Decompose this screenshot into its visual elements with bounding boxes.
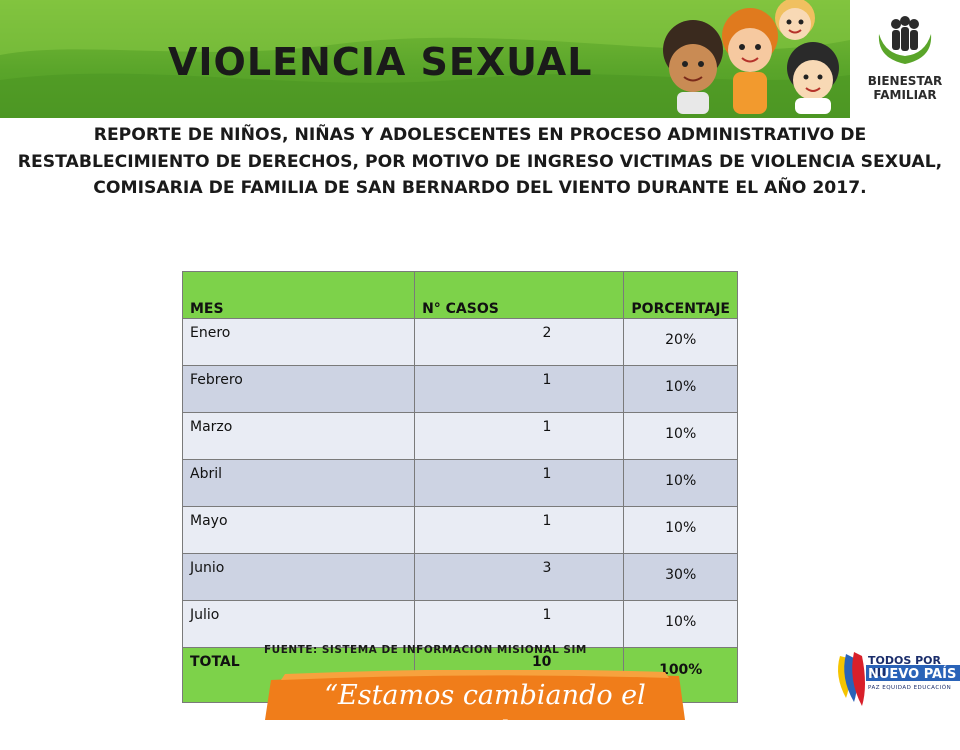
cell-percent: 10% xyxy=(623,459,738,507)
table-row: Julio 1 10% xyxy=(181,600,738,648)
table-row: Mayo 1 10% xyxy=(181,506,738,554)
cell-percent: 10% xyxy=(623,365,738,413)
bienestar-logo: BIENESTAR FAMILIAR xyxy=(850,0,960,118)
cases-table: MES N° CASOS PORCENTAJE Enero 2 20% Febr… xyxy=(181,271,738,703)
children-illustration xyxy=(663,0,839,114)
cell-month: Enero xyxy=(181,318,416,366)
slogan-text: “Estamos cambiando el mundo” xyxy=(324,680,646,747)
cell-percent: 10% xyxy=(623,506,738,554)
header-waves xyxy=(0,0,850,118)
cell-cases: 2 xyxy=(414,318,625,366)
cell-percent: 30% xyxy=(623,553,738,601)
family-hands-icon xyxy=(878,16,932,64)
report-subtitle: REPORTE DE NIÑOS, NIÑAS Y ADOLESCENTES E… xyxy=(17,125,943,198)
cell-percent: 10% xyxy=(623,600,738,648)
cell-month: Abril xyxy=(181,459,416,507)
cell-cases: 1 xyxy=(414,412,625,460)
slogan-banner xyxy=(265,670,685,720)
gov-logo xyxy=(838,652,960,706)
col-header-month: MES xyxy=(181,271,416,319)
page-title: VIOLENCIA SEXUAL xyxy=(168,40,593,84)
table-row: Febrero 1 10% xyxy=(181,365,738,413)
table-row: Enero 2 20% xyxy=(181,318,738,366)
cell-month: Marzo xyxy=(181,412,416,460)
cell-percent: 20% xyxy=(623,318,738,366)
gov-logo-line-3: PAZ EQUIDAD EDUCACIÓN xyxy=(868,685,952,691)
cell-month: Julio xyxy=(181,600,416,648)
cell-cases: 1 xyxy=(414,459,625,507)
logo-line-1: BIENESTAR xyxy=(867,74,943,88)
gov-logo-line-1: TODOS POR UN xyxy=(868,654,941,679)
source-note: FUENTE: SISTEMA DE INFORMACION MISIONAL … xyxy=(264,644,587,656)
cell-cases: 1 xyxy=(414,365,625,413)
table-row: Marzo 1 10% xyxy=(181,412,738,460)
col-header-percent: PORCENTAJE xyxy=(623,271,738,319)
cell-cases: 1 xyxy=(414,506,625,554)
gov-logo-line-2: NUEVO PAÍS xyxy=(868,667,957,682)
header-banner: VIOLENCIA SEXUAL xyxy=(0,0,960,118)
logo-line-2: FAMILIAR xyxy=(873,88,937,102)
cell-cases: 3 xyxy=(414,553,625,601)
table-row: Junio 3 30% xyxy=(181,553,738,601)
cell-cases: 1 xyxy=(414,600,625,648)
table-row: Abril 1 10% xyxy=(181,459,738,507)
col-header-cases: N° CASOS xyxy=(414,271,625,319)
cell-month: Febrero xyxy=(181,365,416,413)
table-header-row: MES N° CASOS PORCENTAJE xyxy=(181,271,738,319)
cell-percent: 10% xyxy=(623,412,738,460)
cell-month: Mayo xyxy=(181,506,416,554)
cell-month: Junio xyxy=(181,553,416,601)
